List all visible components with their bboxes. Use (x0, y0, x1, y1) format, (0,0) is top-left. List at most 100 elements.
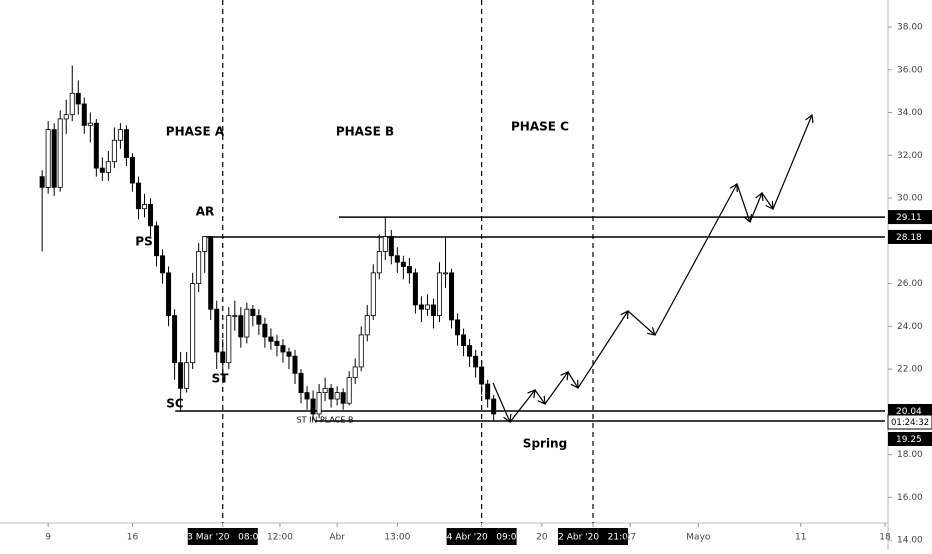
y-tick-label: 32.00 (897, 151, 923, 161)
level-label: 29.11 (896, 213, 922, 223)
candle-body (45, 129, 51, 188)
candle-body (172, 315, 178, 364)
candle-body (352, 366, 358, 379)
candle-body (412, 272, 418, 306)
x-tick-highlight (187, 528, 258, 545)
annotation: SC (166, 397, 184, 411)
candle-body (491, 398, 497, 415)
candle-body (449, 272, 455, 321)
x-tick-label: 13:00 (384, 533, 410, 543)
candle-body (292, 355, 298, 374)
candle-body (160, 255, 166, 274)
level-label: 20.04 (896, 407, 922, 417)
candle-body (382, 236, 388, 252)
projection-leg (654, 182, 738, 336)
candle-body (238, 315, 244, 338)
projection-leg (577, 309, 629, 389)
x-tick-highlight (446, 528, 517, 545)
projection-leg (509, 389, 536, 423)
candle-body (346, 377, 352, 404)
y-tick-label: 36.00 (897, 65, 923, 75)
candle-body (400, 261, 406, 267)
projection-leg (544, 371, 569, 405)
candle-body (280, 345, 286, 353)
candle-body (208, 236, 214, 310)
candle-body (268, 336, 274, 342)
annotation: AR (196, 205, 215, 219)
candle-body (75, 92, 81, 105)
candle-body (244, 308, 250, 338)
y-tick-label: 22.00 (897, 365, 923, 375)
candle-body (232, 315, 238, 318)
candle-body (57, 118, 63, 188)
candle-body (322, 387, 328, 393)
candle-body (256, 315, 262, 325)
candle-body (394, 255, 400, 263)
projection-path (492, 113, 814, 424)
candle-body (190, 283, 196, 364)
annotation: PS (135, 235, 152, 249)
candle-body (340, 392, 346, 404)
x-tick-highlight (558, 528, 629, 545)
candle-body (424, 304, 430, 310)
x-tick-label: 22 Abr '20 21:00 (552, 533, 633, 543)
y-tick-label: 30.00 (897, 194, 923, 204)
candle-body (123, 129, 129, 158)
candle-body (250, 308, 256, 317)
x-tick-label: 11 (795, 533, 806, 543)
y-tick-label: 26.00 (897, 279, 923, 289)
candle-body (69, 92, 75, 116)
candle-body (479, 366, 485, 385)
y-tick-label: 24.00 (897, 322, 923, 332)
candle-body (63, 114, 69, 120)
annotation: PHASE A (166, 125, 225, 139)
candle-body (141, 204, 147, 210)
candle-body (364, 315, 370, 336)
projection-leg (736, 183, 753, 224)
candle-body (467, 345, 473, 357)
annotation: Spring (523, 437, 567, 451)
candle-body (105, 161, 111, 173)
price-marker: 19.25 (896, 435, 922, 445)
candle-body (388, 236, 394, 257)
candle-body (286, 351, 292, 357)
candle-body (99, 167, 105, 173)
candle-body (316, 392, 322, 415)
x-tick-label: 23 Mar '20 08:00 (181, 533, 264, 543)
candle-body (129, 157, 135, 184)
candle-body (202, 236, 208, 252)
candle-body (406, 266, 412, 274)
candle-body (214, 308, 220, 353)
x-tick-label: 20 (536, 533, 548, 543)
candle-body (334, 392, 340, 400)
candle-body (196, 251, 202, 284)
y-tick-label: 38.00 (897, 23, 923, 33)
candle-body (436, 272, 442, 317)
candle-body (93, 122, 99, 169)
candle-body (111, 139, 117, 163)
annotation: PHASE B (336, 125, 394, 139)
candle-body (51, 129, 57, 188)
level-label-box (888, 229, 932, 244)
candle-body (184, 362, 190, 389)
projection-leg (761, 192, 774, 210)
candle-body (443, 272, 449, 275)
x-tick-label: 12:00 (267, 533, 293, 543)
candle-body (473, 355, 479, 368)
candle-body (461, 334, 467, 346)
countdown-box (887, 414, 932, 430)
y-tick-label: 16.00 (897, 493, 923, 503)
candle-body (455, 319, 461, 336)
candle-body (298, 372, 304, 393)
candle-body (304, 392, 310, 400)
candle-body (358, 334, 364, 368)
candle-body (135, 182, 141, 210)
candle-body (485, 383, 491, 400)
candle-body (376, 251, 382, 274)
projection-leg (772, 113, 814, 210)
candle-body (310, 398, 316, 415)
countdown: 01:24:32 (891, 418, 929, 428)
projection-leg (534, 389, 546, 405)
